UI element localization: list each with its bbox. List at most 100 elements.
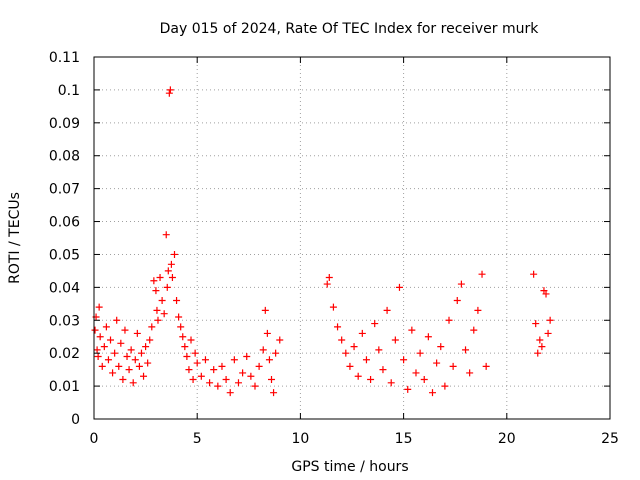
chart-title: Day 015 of 2024, Rate Of TEC Index for r…	[160, 21, 540, 37]
x-axis-label: GPS time / hours	[291, 459, 408, 475]
data-point	[226, 389, 234, 397]
data-point	[163, 283, 171, 291]
data-point	[342, 349, 350, 357]
plot-frame	[93, 56, 611, 420]
grid-layer	[94, 57, 610, 419]
tick-layer: 0 5 10 15 20 25 0 0.01 0.02 0.03 0.04 0.05 0.06 0.07 0…	[49, 50, 619, 447]
data-point	[265, 356, 273, 364]
data-point	[453, 297, 461, 305]
data-point	[206, 379, 214, 387]
data-point	[146, 336, 154, 344]
data-point	[270, 389, 278, 397]
x-tick-label: 15	[395, 431, 413, 447]
data-point	[358, 329, 366, 337]
data-point	[437, 343, 445, 351]
data-point	[379, 366, 387, 374]
data-point	[470, 326, 478, 334]
data-point	[449, 362, 457, 370]
data-point	[433, 359, 441, 367]
data-point	[346, 362, 354, 370]
data-point	[424, 333, 432, 341]
data-point	[375, 346, 383, 354]
data-point	[276, 336, 284, 344]
data-point	[156, 273, 164, 281]
data-point	[408, 326, 416, 334]
data-point	[534, 349, 542, 357]
data-point	[239, 369, 247, 377]
data-point	[214, 382, 222, 390]
data-point	[412, 369, 420, 377]
data-point	[325, 273, 333, 281]
data-point	[129, 379, 137, 387]
data-point	[133, 329, 141, 337]
data-point	[218, 362, 226, 370]
data-point	[187, 336, 195, 344]
data-point	[457, 280, 465, 288]
data-point	[544, 329, 552, 337]
x-tick-label: 10	[291, 431, 309, 447]
data-point	[162, 231, 170, 239]
y-tick-label: 0.03	[49, 313, 80, 329]
data-point	[263, 329, 271, 337]
data-point	[160, 310, 168, 318]
data-point	[181, 343, 189, 351]
data-point	[466, 369, 474, 377]
data-point	[391, 336, 399, 344]
data-point	[383, 306, 391, 314]
x-tick-label: 25	[601, 431, 619, 447]
x-tick-label: 0	[90, 431, 99, 447]
data-point	[272, 349, 280, 357]
data-point	[362, 356, 370, 364]
data-point	[371, 320, 379, 328]
data-point	[183, 352, 191, 360]
data-point	[191, 349, 199, 357]
data-point	[185, 366, 193, 374]
data-point	[175, 313, 183, 321]
data-point	[111, 349, 119, 357]
data-point	[350, 343, 358, 351]
data-point	[546, 316, 554, 324]
data-point	[91, 326, 99, 334]
data-point	[123, 352, 131, 360]
data-point	[167, 260, 175, 268]
data-point	[420, 376, 428, 384]
y-tick-label: 0.06	[49, 215, 80, 231]
data-point	[177, 323, 185, 331]
data-point	[354, 372, 362, 380]
data-point	[329, 303, 337, 311]
data-point	[222, 376, 230, 384]
y-tick-label: 0.02	[49, 346, 80, 362]
data-point	[131, 356, 139, 364]
data-point	[117, 339, 125, 347]
data-point	[189, 376, 197, 384]
data-point	[261, 306, 269, 314]
data-point	[152, 287, 160, 295]
data-point	[367, 376, 375, 384]
data-point	[100, 343, 108, 351]
data-point	[165, 89, 173, 97]
y-tick-label: 0.1	[58, 83, 80, 99]
data-point	[478, 270, 486, 278]
data-point	[416, 349, 424, 357]
data-point	[536, 336, 544, 344]
data-point	[387, 379, 395, 387]
data-point	[102, 323, 110, 331]
data-point	[243, 352, 251, 360]
data-point	[140, 372, 148, 380]
data-point	[179, 333, 187, 341]
data-point	[255, 362, 263, 370]
data-point	[197, 372, 205, 380]
data-point	[168, 273, 176, 281]
data-point	[538, 343, 546, 351]
data-point	[93, 346, 101, 354]
data-point	[166, 86, 174, 94]
y-tick-label: 0.01	[49, 379, 80, 395]
data-point	[201, 356, 209, 364]
data-point	[532, 320, 540, 328]
data-point	[115, 362, 123, 370]
data-point	[121, 326, 129, 334]
data-point	[173, 297, 181, 305]
data-point	[482, 362, 490, 370]
data-point	[234, 379, 242, 387]
